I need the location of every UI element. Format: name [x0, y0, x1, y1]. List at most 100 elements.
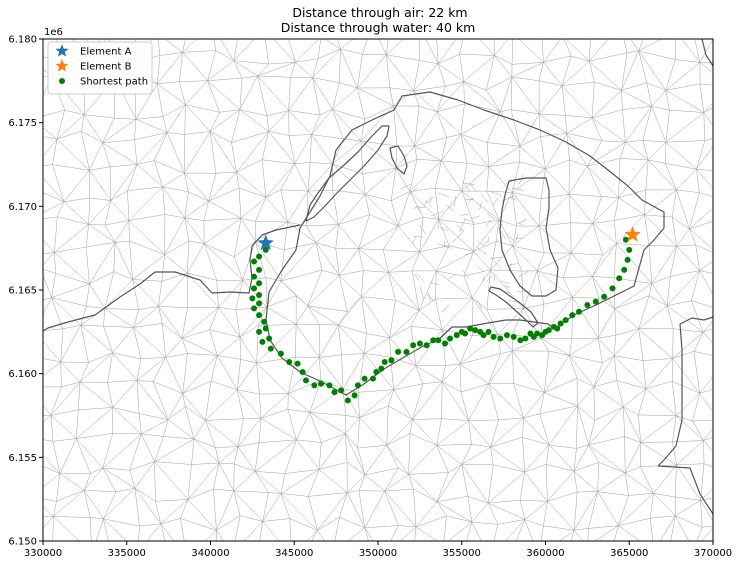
path-point: [462, 330, 469, 337]
path-point: [472, 327, 479, 334]
path-point: [545, 327, 552, 334]
x-axis: 330000 335000 340000 345000 350000 355000 3600…: [24, 541, 732, 559]
path-point: [503, 332, 510, 339]
path-point: [423, 342, 430, 349]
path-point: [299, 368, 306, 375]
path-point: [621, 266, 628, 273]
x-tick-label: 365000: [610, 548, 648, 559]
legend-label: Element B: [80, 62, 132, 73]
legend-star-icon: [55, 44, 69, 57]
legend: Element A Element B Shortest path: [47, 41, 153, 95]
path-point: [626, 246, 633, 253]
path-point: [435, 337, 442, 344]
path-point: [576, 308, 582, 315]
y-offset-label: 1e6: [44, 27, 63, 38]
path-point: [302, 377, 309, 384]
path-point: [338, 387, 345, 394]
path-point: [517, 337, 524, 344]
path-point: [485, 328, 492, 335]
path-point: [522, 335, 529, 342]
water-body: [265, 91, 665, 396]
path-point: [622, 236, 629, 243]
path-point: [395, 348, 402, 355]
path-point: [442, 340, 448, 347]
star-marker: [624, 226, 641, 242]
path-point: [251, 305, 258, 312]
path-point: [410, 342, 417, 349]
legend-dot-icon: [59, 78, 65, 84]
path-point: [381, 358, 388, 365]
x-tick-label: 335000: [108, 548, 146, 559]
path-point: [286, 358, 293, 365]
path-point: [256, 300, 263, 307]
coastline: [42, 38, 714, 515]
title-line-2: Distance through water: 40 km: [281, 20, 476, 35]
islet: [389, 145, 408, 175]
x-tick-label: 345000: [275, 548, 313, 559]
path-point: [251, 285, 258, 292]
y-tick-label: 6.150: [8, 537, 37, 548]
y-tick-label: 6.180: [8, 35, 37, 46]
path-point: [369, 375, 376, 382]
x-tick-label: 340000: [191, 548, 229, 559]
path-point: [430, 337, 437, 344]
path-point: [624, 256, 631, 263]
x-tick-label: 360000: [526, 548, 564, 559]
legend-label: Element A: [80, 47, 132, 58]
path-point: [416, 340, 423, 347]
path-point: [447, 335, 454, 342]
path-point: [277, 350, 284, 357]
y-tick-label: 6.175: [8, 118, 37, 129]
path-point: [251, 258, 258, 265]
triangular-mesh: [43, 39, 713, 541]
path-point: [557, 320, 564, 327]
path-point: [562, 317, 569, 324]
path-point: [262, 246, 269, 253]
path-point: [601, 293, 608, 300]
path-point: [480, 332, 487, 339]
y-axis: 6.150 6.155 6.160 6.165 6.170 6.175 6.180: [8, 35, 43, 548]
path-point: [373, 368, 380, 375]
path-point: [609, 285, 616, 292]
y-tick-label: 6.160: [8, 369, 37, 380]
path-point: [351, 392, 358, 399]
title-line-1: Distance through air: 22 km: [292, 5, 467, 20]
path-point: [344, 397, 351, 404]
path-point: [261, 318, 268, 325]
path-point: [331, 389, 338, 396]
data-points: [249, 226, 641, 404]
path-point: [467, 325, 474, 332]
x-tick-label: 370000: [694, 548, 732, 559]
x-tick-label: 330000: [24, 548, 62, 559]
x-tick-label: 350000: [359, 548, 397, 559]
island: [499, 177, 559, 297]
y-tick-label: 6.165: [8, 286, 37, 297]
path-point: [378, 365, 385, 372]
path-point: [256, 280, 263, 287]
path-point: [326, 382, 333, 389]
path-point: [490, 333, 497, 340]
map-area: [43, 39, 713, 541]
path-point: [256, 312, 263, 319]
x-tick-label: 355000: [443, 548, 481, 559]
path-point: [266, 335, 273, 342]
path-point: [354, 382, 361, 389]
path-point: [251, 273, 258, 280]
path-point: [256, 266, 263, 273]
path-point: [256, 328, 263, 335]
path-point: [510, 333, 517, 340]
path-point: [311, 382, 318, 389]
star-marker: [257, 234, 275, 251]
y-tick-label: 6.155: [8, 453, 37, 464]
path-point: [361, 375, 368, 382]
path-point: [403, 348, 410, 355]
path-point: [569, 312, 576, 319]
spit: [488, 286, 539, 328]
path-point: [259, 338, 266, 345]
chart-title: Distance through air: 22 km Distance thr…: [281, 5, 476, 35]
path-point: [534, 330, 541, 337]
legend-star-icon: [55, 59, 69, 72]
peninsula: [305, 125, 390, 222]
path-point: [592, 298, 599, 305]
